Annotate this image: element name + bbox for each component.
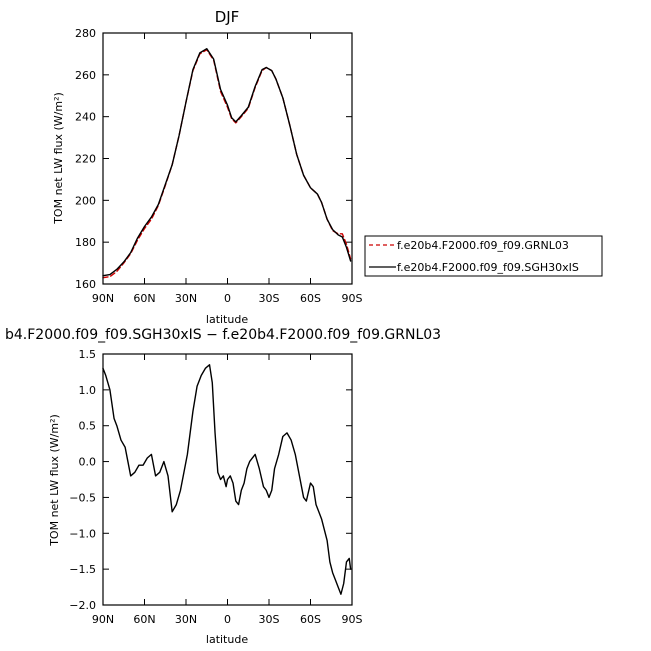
bottom-x-tick-label: 90N (92, 613, 114, 626)
bottom-y-tick-label: −2.0 (69, 599, 96, 612)
bottom-y-tick-label: −1.0 (69, 527, 96, 540)
top-series-line-1 (102, 47, 352, 277)
bottom-x-tick-label: 60N (133, 613, 155, 626)
top-x-tick-label: 30N (175, 292, 197, 305)
bottom-x-tick-label: 0 (224, 613, 231, 626)
legend-box (364, 235, 603, 277)
top-y-tick-label: 160 (75, 278, 96, 291)
bottom-plot-frame (102, 353, 353, 606)
bottom-x-axis-label: latitude (206, 633, 248, 646)
top-chart-ticks: 90N 60N 30N 0 30S 60S 90S 160 180 200 220 240 260 280 (75, 27, 363, 305)
top-x-axis-label: latitude (206, 313, 248, 326)
bottom-x-tick-label: 90S (342, 613, 363, 626)
top-x-tick-label: 90S (342, 292, 363, 305)
top-series-line-0 (102, 49, 352, 279)
bottom-chart-ticks: 90N 60N 30N 0 30S 60S 90S −2.0 −1.5 −1.0 −0.5 0.0 0.… (69, 348, 362, 626)
bottom-y-tick-label: −1.5 (69, 563, 96, 576)
top-x-tick-label: 60N (133, 292, 155, 305)
bottom-panel: b4.F2000.f09_f09.SGH30xIS − f.e20b4.F200… (5, 327, 441, 646)
bottom-y-axis-label: TOM net LW flux (W/m²) (48, 414, 61, 547)
bottom-chart-series (102, 364, 352, 595)
legend: f.e20b4.F2000.f09_f09.GRNL03 f.e20b4.F20… (364, 235, 603, 277)
top-y-tick-label: 240 (75, 111, 96, 124)
top-chart-series (102, 47, 352, 279)
top-chart-title: DJF (215, 8, 240, 26)
bottom-y-tick-label: 1.0 (79, 384, 97, 397)
bottom-y-tick-label: 1.5 (79, 348, 97, 361)
top-panel: DJF 90N 60N 30N 0 30S 60S 90S 160 180 200 220 240 26… (52, 8, 363, 326)
top-y-tick-label: 220 (75, 153, 96, 166)
top-y-axis-label: TOM net LW flux (W/m²) (52, 92, 65, 225)
bottom-x-tick-label: 30S (259, 613, 280, 626)
bottom-y-tick-label: 0.5 (79, 420, 97, 433)
top-y-tick-label: 200 (75, 194, 96, 207)
top-x-tick-label: 30S (259, 292, 280, 305)
top-x-tick-label: 0 (224, 292, 231, 305)
bottom-chart-title: b4.F2000.f09_f09.SGH30xIS − f.e20b4.F200… (5, 327, 441, 343)
bottom-series-line-0 (102, 364, 352, 595)
bottom-y-tick-label: −0.5 (69, 491, 96, 504)
top-y-tick-label: 280 (75, 27, 96, 40)
top-x-tick-label: 60S (300, 292, 321, 305)
legend-label-grnl03: f.e20b4.F2000.f09_f09.GRNL03 (397, 239, 569, 252)
top-y-tick-label: 260 (75, 69, 96, 82)
top-y-tick-label: 180 (75, 236, 96, 249)
bottom-y-tick-label: 0.0 (79, 456, 97, 469)
bottom-x-tick-label: 30N (175, 613, 197, 626)
top-x-tick-label: 90N (92, 292, 114, 305)
bottom-x-tick-label: 60S (300, 613, 321, 626)
top-plot-frame (102, 32, 353, 285)
legend-label-sgh30xis: f.e20b4.F2000.f09_f09.SGH30xIS (397, 261, 579, 274)
